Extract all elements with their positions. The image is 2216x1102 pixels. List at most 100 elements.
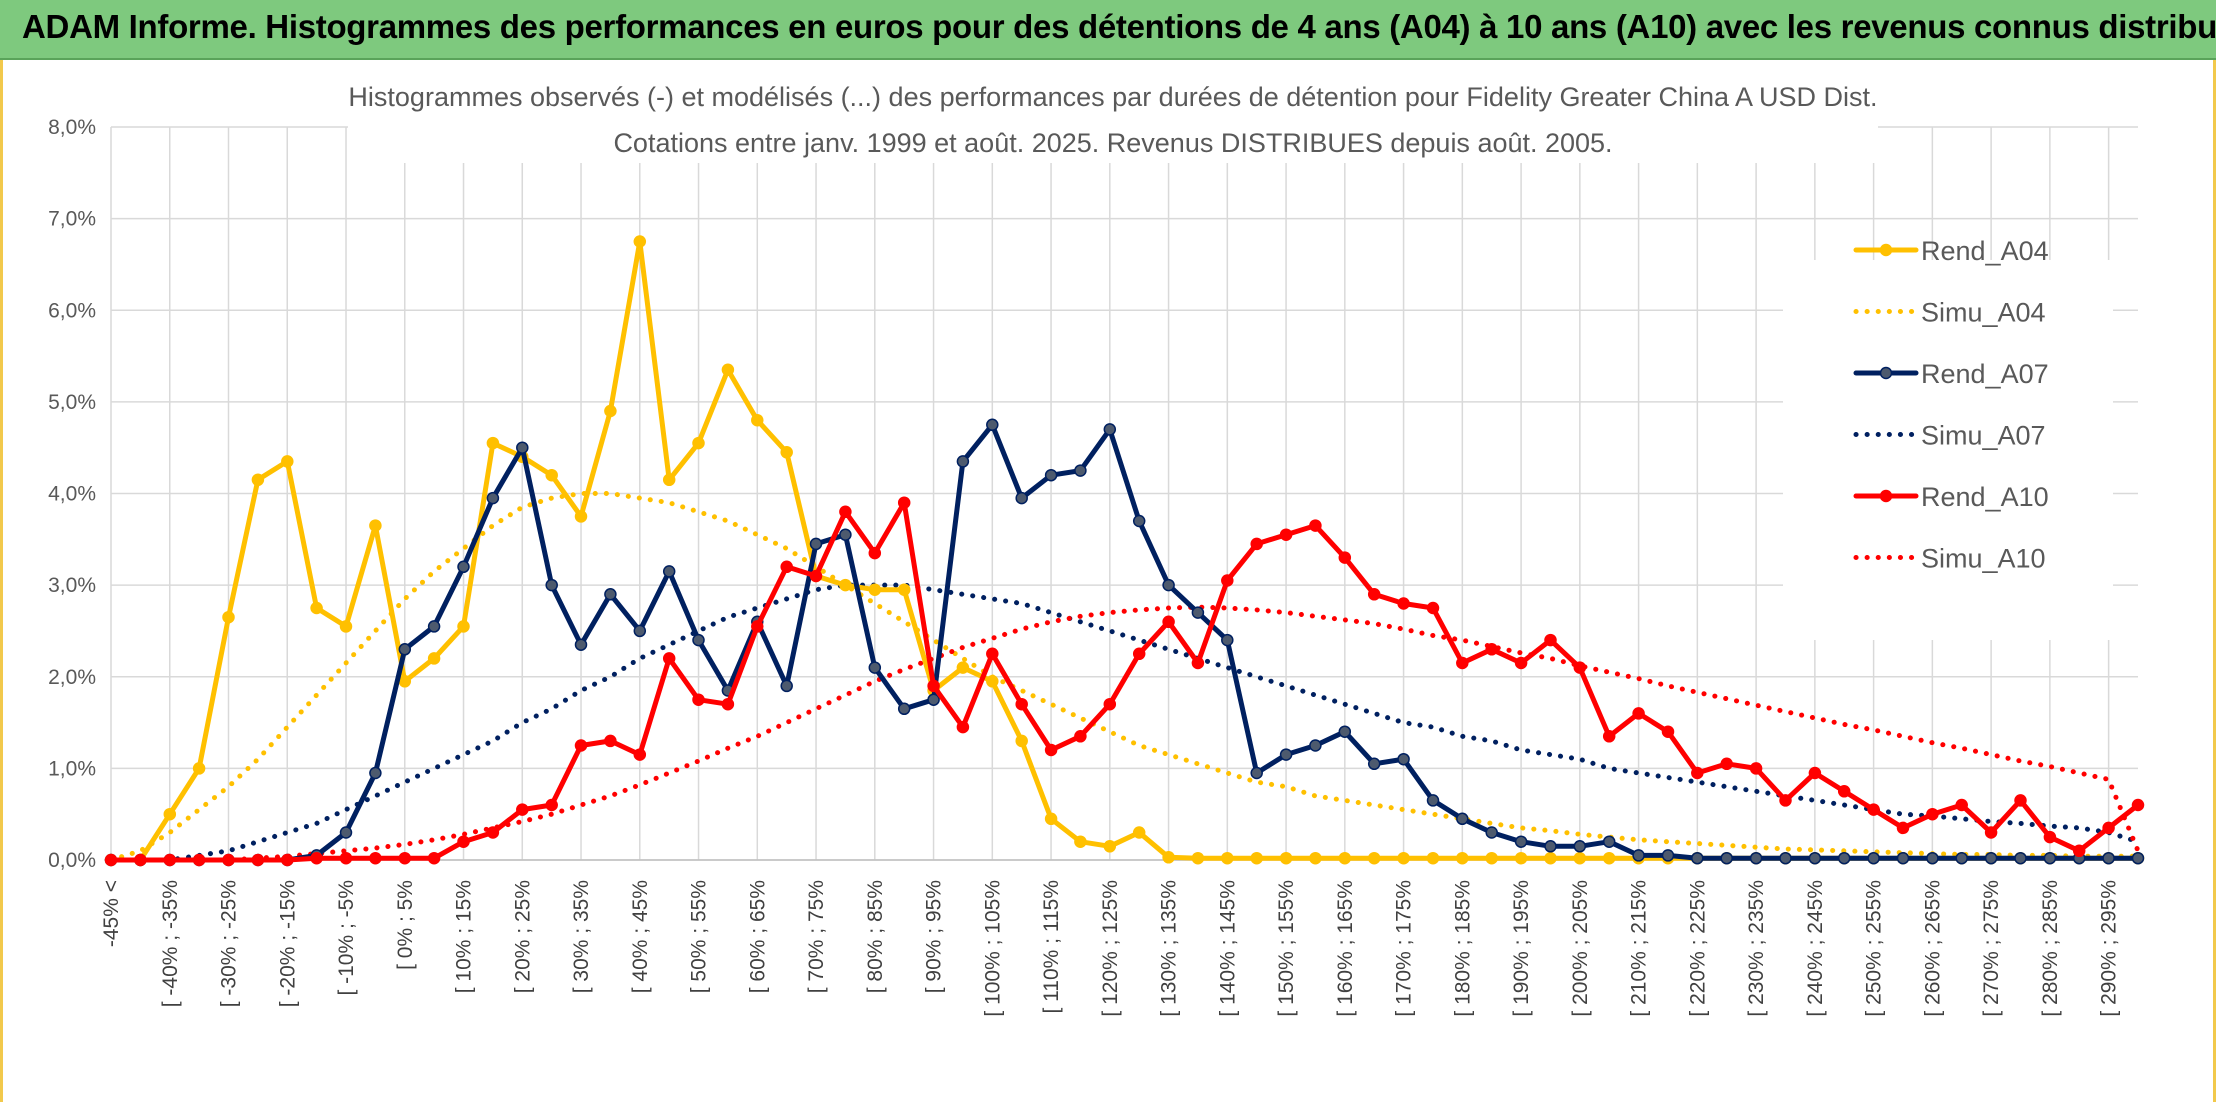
legend-label-simu-a07: Simu_A07 <box>1921 421 2046 451</box>
data-point-rend-a10 <box>339 851 353 865</box>
data-point-rend-a10 <box>1808 766 1822 780</box>
data-point-rend-a10 <box>1426 601 1440 615</box>
data-point-rend-a07 <box>1426 794 1440 807</box>
data-point-rend-a10 <box>281 853 294 867</box>
data-point-rend-a07 <box>692 633 705 647</box>
legend-label-rend-a10: Rend_A10 <box>1921 482 2049 512</box>
data-point-rend-a04 <box>427 652 441 665</box>
data-point-rend-a04 <box>1426 851 1440 865</box>
data-point-rend-a07 <box>780 679 793 693</box>
data-point-rend-a04 <box>369 519 382 532</box>
data-point-rend-a10 <box>1867 803 1880 816</box>
data-point-rend-a10 <box>1074 730 1087 743</box>
legend-label-rend-a04: Rend_A04 <box>1921 236 2049 266</box>
data-point-rend-a07 <box>339 826 353 839</box>
data-point-rend-a04 <box>310 601 323 615</box>
data-point-rend-a04 <box>251 473 265 487</box>
data-point-rend-a10 <box>104 853 118 867</box>
data-point-rend-a07 <box>1456 812 1469 826</box>
data-point-rend-a04 <box>1485 851 1498 865</box>
data-point-rend-a10 <box>662 652 676 665</box>
data-point-rend-a10 <box>398 851 412 865</box>
data-point-rend-a07 <box>986 418 999 432</box>
data-point-rend-a07 <box>1691 851 1704 865</box>
data-point-rend-a07 <box>1250 766 1263 780</box>
y-tick-label: 3,0% <box>48 574 96 597</box>
data-point-rend-a07 <box>1514 835 1528 848</box>
data-point-rend-a10 <box>1044 743 1058 757</box>
data-point-rend-a10 <box>1955 798 1968 812</box>
x-tick-label: [ 160% ; 165% <box>1334 880 1357 1017</box>
y-tick-label: 1,0% <box>48 757 96 780</box>
data-point-rend-a04 <box>281 455 294 468</box>
data-point-rend-a10 <box>1309 519 1322 532</box>
data-point-rend-a04 <box>1573 851 1587 865</box>
data-point-rend-a10 <box>1514 656 1528 670</box>
y-tick-label: 4,0% <box>48 483 96 506</box>
data-point-rend-a07 <box>1044 468 1058 482</box>
data-point-rend-a10 <box>751 620 764 633</box>
data-point-rend-a10 <box>868 546 882 560</box>
data-point-rend-a10 <box>780 560 793 574</box>
data-point-rend-a07 <box>545 578 558 592</box>
data-point-rend-a04 <box>1221 851 1234 865</box>
data-point-rend-a10 <box>251 853 265 867</box>
data-point-rend-a07 <box>1103 423 1117 436</box>
data-point-rend-a10 <box>956 720 970 734</box>
data-point-rend-a07 <box>1779 851 1792 865</box>
chart-title-line2: Cotations entre janv. 1999 et août. 2025… <box>613 128 1612 158</box>
data-point-rend-a10 <box>516 803 529 816</box>
data-point-rend-a07 <box>1984 851 1998 865</box>
legend: Rend_A04 Simu_A04 Rend_A07 Simu_A07 Rend_A10… <box>1783 236 2113 640</box>
report-banner: ADAM Informe. Histogrammes des performan… <box>0 0 2216 60</box>
data-point-rend-a04 <box>1602 851 1616 865</box>
data-point-rend-a10 <box>2043 830 2057 844</box>
series-line-rend-a10 <box>108 500 2141 863</box>
data-point-rend-a07 <box>427 620 441 633</box>
data-point-rend-a07 <box>1221 633 1234 647</box>
x-tick-label: [ 260% ; 265% <box>1921 880 1944 1017</box>
data-point-rend-a07 <box>574 638 588 651</box>
data-point-rend-a07 <box>1485 826 1498 839</box>
x-tick-label: [ 20% ; 25% <box>511 880 534 993</box>
data-point-rend-a04 <box>1162 851 1175 864</box>
x-tick-label: [ 230% ; 235% <box>1745 880 1768 1017</box>
data-point-rend-a10 <box>1221 574 1234 587</box>
data-point-rend-a07 <box>2014 851 2027 865</box>
data-point-rend-a07 <box>956 455 970 468</box>
data-point-rend-a10 <box>163 853 177 867</box>
data-point-rend-a04 <box>1132 826 1146 839</box>
x-tick-label: [ 10% ; 15% <box>453 880 476 993</box>
legend-background <box>1783 260 2113 640</box>
x-tick-label: [ 140% ; 145% <box>1216 880 1239 1017</box>
data-point-rend-a07 <box>1309 739 1322 752</box>
data-point-rend-a07 <box>633 624 647 638</box>
data-point-rend-a10 <box>1132 647 1146 661</box>
data-point-rend-a10 <box>1896 821 1910 835</box>
data-point-rend-a04 <box>780 446 793 459</box>
x-tick-label: [ 180% ; 185% <box>1451 880 1474 1017</box>
data-point-rend-a04 <box>692 436 705 450</box>
x-tick-label: [ 200% ; 205% <box>1569 880 1592 1017</box>
series-line-rend-a07 <box>108 422 2141 863</box>
data-point-rend-a07 <box>809 537 823 551</box>
data-point-rend-a07 <box>1162 578 1175 592</box>
chart-title-line1: Histogrammes observés (-) et modélisés (… <box>348 82 1877 112</box>
data-point-rend-a10 <box>486 826 500 839</box>
data-point-rend-a10 <box>1691 766 1704 780</box>
x-tick-label: [ -20% ; -15% <box>276 880 299 1007</box>
data-point-rend-a07 <box>1397 752 1410 766</box>
data-point-rend-a07 <box>1602 835 1616 848</box>
x-tick-label: [ 30% ; 35% <box>570 880 593 993</box>
x-tick-label: [ 190% ; 195% <box>1510 880 1533 1017</box>
data-point-rend-a04 <box>222 610 235 624</box>
data-point-rend-a04 <box>868 583 882 596</box>
x-tick-label: [ 210% ; 215% <box>1628 880 1651 1017</box>
data-point-rend-a10 <box>427 851 441 865</box>
data-point-rend-a04 <box>604 404 617 418</box>
data-point-rend-a07 <box>1632 849 1645 862</box>
x-tick-label: [ 150% ; 155% <box>1275 880 1298 1017</box>
data-point-rend-a10 <box>633 748 647 761</box>
data-point-rend-a04 <box>1074 835 1087 848</box>
data-point-rend-a04 <box>956 661 970 674</box>
